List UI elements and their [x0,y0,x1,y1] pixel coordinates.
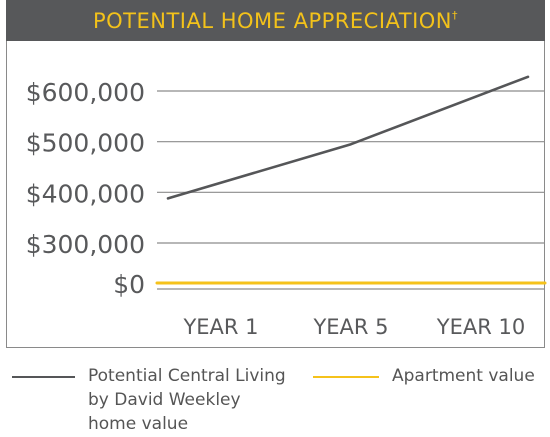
legend: Potential Central Living by David Weekle… [0,360,550,437]
x-tick-label-1: YEAR 5 [312,315,388,339]
plot-area [6,41,545,348]
y-tick-label-0: $0 [113,270,145,299]
legend-label-home-line2: by David Weekley [88,390,241,410]
line-chart: $0 $300,000 $400,000 $500,000 $600,000 YEAR … [26,75,547,339]
y-tick-label-1: $300,000 [26,230,145,259]
legend-swatch-home [12,376,75,378]
legend-label-home-line1: Potential Central Living [88,366,286,386]
legend-swatch-apartment [313,376,379,378]
x-tick-label-0: YEAR 1 [182,315,258,339]
x-tick-label-2: YEAR 10 [436,315,525,339]
series-line-home [166,75,530,200]
title-dagger: † [452,8,459,22]
y-tick-label-3: $500,000 [26,129,145,158]
y-tick-label-2: $400,000 [26,179,145,208]
legend-label-home-line3: home value [88,414,189,434]
chart-header: POTENTIAL HOME APPRECIATION† [6,0,545,41]
legend-label-apartment: Apartment value [392,366,535,386]
chart-title: POTENTIAL HOME APPRECIATION† [92,8,459,33]
y-tick-label-4: $600,000 [26,78,145,107]
